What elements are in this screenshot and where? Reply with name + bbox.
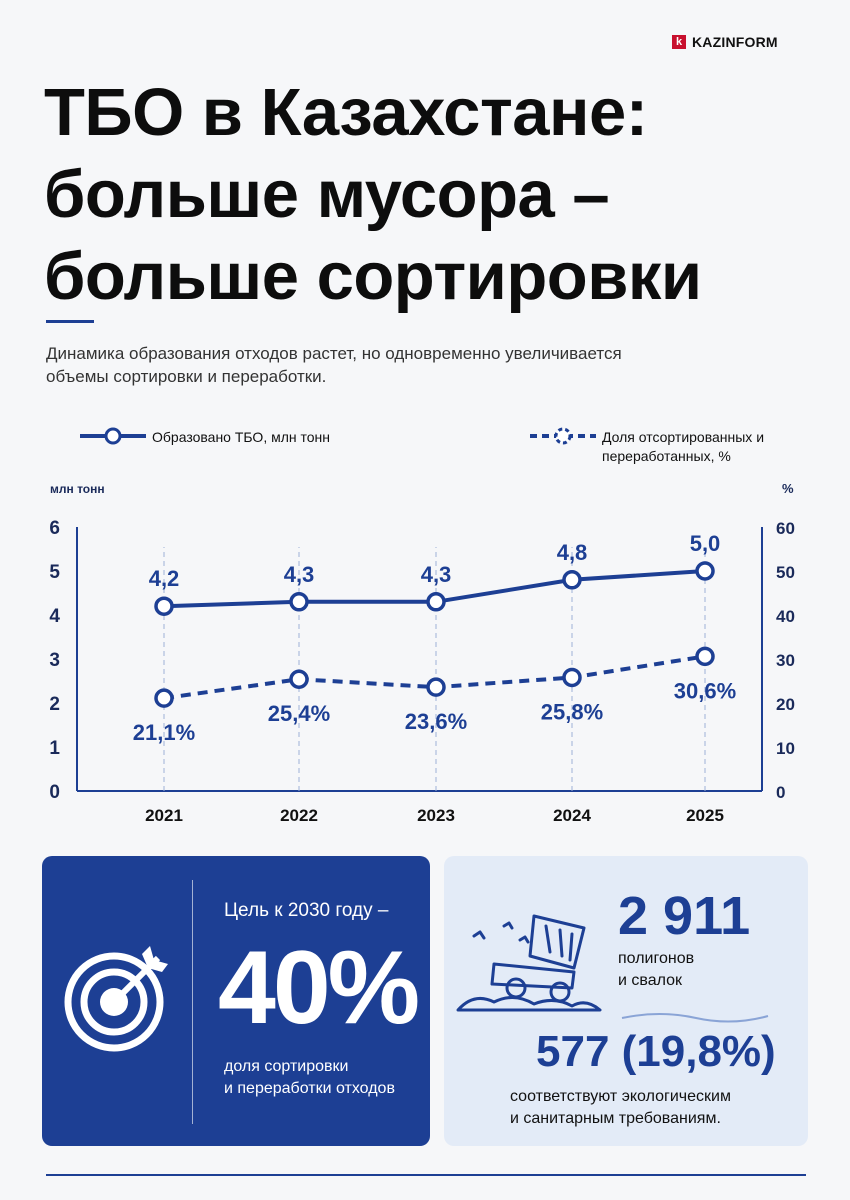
y-tick-left: 6 xyxy=(49,518,60,539)
legend-dashed-line-icon xyxy=(530,427,596,445)
goal-value: 40% xyxy=(218,930,420,1046)
data-label: 4,3 xyxy=(421,562,452,587)
bottom-divider xyxy=(46,1174,806,1176)
x-tick-label: 2025 xyxy=(686,806,724,825)
data-label: 21,1% xyxy=(133,720,195,745)
title-divider xyxy=(46,320,94,323)
data-label: 25,8% xyxy=(541,699,603,724)
y-tick-left: 0 xyxy=(49,782,60,803)
brand-logo: k KAZINFORM xyxy=(672,34,778,50)
data-label: 23,6% xyxy=(405,709,467,734)
data-label: 4,8 xyxy=(557,540,588,565)
data-label: 25,4% xyxy=(268,701,330,726)
logo-text: KAZINFORM xyxy=(692,34,778,50)
data-point-marker xyxy=(426,592,446,612)
data-label: 5,0 xyxy=(690,531,721,556)
page-title: ТБО в Казахстане: больше мусора – больше… xyxy=(44,75,702,314)
compliant-count: 577 (19,8%) xyxy=(536,1027,776,1076)
goal-panel: Цель к 2030 году – 40% доля сортировки и… xyxy=(42,856,430,1146)
y-tick-left: 2 xyxy=(49,694,60,715)
compliant-caption: соответствуют экологическим и санитарным… xyxy=(510,1088,731,1127)
y-tick-right: 20 xyxy=(776,695,795,714)
data-point-marker xyxy=(695,561,715,581)
x-tick-label: 2023 xyxy=(417,806,455,825)
landfill-count: 2 911 xyxy=(618,886,751,946)
legend-solid-line-icon xyxy=(80,427,146,445)
y-tick-right: 40 xyxy=(776,607,795,626)
data-point-marker xyxy=(289,592,309,612)
y-tick-left: 5 xyxy=(49,562,60,583)
data-point-marker xyxy=(289,669,309,689)
data-label: 4,2 xyxy=(149,566,180,591)
y-axis-label-right: % xyxy=(782,481,794,496)
goal-caption: доля сортировки и переработки отходов xyxy=(224,1058,395,1097)
data-point-marker xyxy=(695,646,715,667)
y-tick-right: 30 xyxy=(776,651,795,670)
data-point-marker xyxy=(154,596,174,616)
dump-truck-icon xyxy=(456,914,602,1012)
y-tick-right: 50 xyxy=(776,563,795,582)
data-point-marker xyxy=(426,677,446,697)
y-tick-right: 0 xyxy=(776,783,785,802)
y-tick-right: 10 xyxy=(776,739,795,758)
x-tick-label: 2022 xyxy=(280,806,318,825)
page-subtitle: Динамика образования отходов растет, но … xyxy=(46,344,622,386)
landfill-count-caption: полигонов и свалок xyxy=(618,950,695,989)
y-tick-left: 4 xyxy=(49,606,60,627)
goal-divider xyxy=(192,880,193,1124)
data-point-marker xyxy=(562,667,582,688)
y-tick-left: 3 xyxy=(49,650,60,671)
legend-label-sorted: Доля отсортированных и переработанных, % xyxy=(602,429,765,464)
landfill-panel: 2 911 полигонов и свалок 577 (19,8%) соо… xyxy=(444,856,808,1146)
data-label: 4,3 xyxy=(284,562,315,587)
wave-decoration xyxy=(621,1013,769,1023)
goal-label: Цель к 2030 году – xyxy=(224,900,389,921)
logo-mark: k xyxy=(672,35,686,49)
y-axis-label-left: млн тонн xyxy=(50,482,105,496)
target-icon xyxy=(64,946,168,1052)
y-tick-right: 60 xyxy=(776,519,795,538)
data-label: 30,6% xyxy=(674,678,736,703)
x-tick-label: 2021 xyxy=(145,806,183,825)
legend-label-waste: Образовано ТБО, млн тонн xyxy=(152,429,331,445)
y-tick-left: 1 xyxy=(49,738,60,759)
data-point-marker xyxy=(154,688,174,708)
data-point-marker xyxy=(562,570,582,590)
x-tick-label: 2024 xyxy=(553,806,591,825)
